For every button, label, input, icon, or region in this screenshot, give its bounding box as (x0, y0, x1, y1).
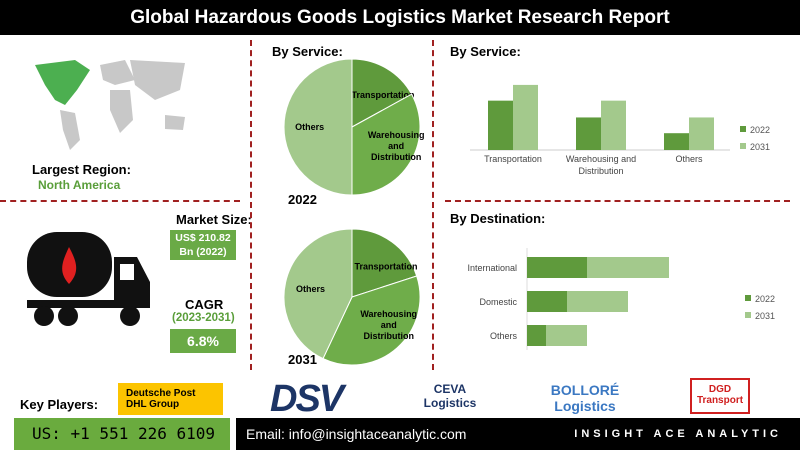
pie-slice-1 (351, 93, 421, 196)
pie-label: Transportation (352, 90, 415, 100)
key-players-label: Key Players: (20, 397, 99, 412)
bar-2022 (527, 325, 546, 346)
category-label: Domestic (479, 297, 517, 307)
service-bar-chart: Transportation Warehousing and Distributio… (470, 84, 770, 176)
legend-label: 2031 (755, 311, 775, 321)
world-map (35, 60, 185, 150)
bar-2031 (513, 84, 538, 150)
legend-label: 2022 (750, 125, 770, 135)
pie-slice-2 (283, 228, 353, 360)
bar-2022 (527, 257, 587, 278)
pie-label: Warehousing (368, 130, 425, 140)
bar-2022 (488, 100, 513, 150)
pie-slice-0 (351, 228, 418, 298)
bollore-logo: BOLLORÉ Logistics (550, 382, 620, 414)
pie-heading: By Service: (272, 44, 343, 59)
pie-slice-0 (351, 58, 413, 128)
north-america-region (35, 60, 90, 105)
dgd-logo: DGD Transport (690, 378, 750, 414)
destination-bar-chart: International Domestic Others 2022 2031 (467, 248, 775, 350)
pie-label: Distribution (371, 152, 422, 162)
cagr-period: (2023-2031) (172, 312, 235, 324)
bar-2022 (527, 291, 567, 312)
bar-2031 (546, 325, 587, 346)
category-label: Distribution (578, 166, 623, 176)
dsv-logo: DSV (270, 378, 344, 420)
pie-label: Others (296, 284, 325, 294)
largest-region-value: North America (38, 178, 121, 192)
ceva-logo: CEVA Logistics (423, 382, 477, 410)
legend-swatch (740, 126, 746, 132)
pie-slice-2 (283, 58, 353, 196)
tanker-truck-icon (27, 232, 150, 326)
pie-label: and (381, 320, 397, 330)
category-label: Transportation (484, 154, 542, 164)
cagr-label: CAGR (185, 297, 224, 312)
bar-2031 (689, 117, 714, 150)
service-bar-title: By Service: (450, 44, 521, 59)
dhl-logo: Deutsche Post DHL Group (118, 383, 223, 415)
brand-name: INSIGHT ACE ANALYTIC (574, 428, 782, 440)
pie-2031: Transportation WarehousingandDistribution… (283, 228, 421, 366)
phone-number: US: +1 551 226 6109 (14, 418, 230, 450)
category-label: Others (675, 154, 703, 164)
bar-2022 (664, 133, 689, 150)
pie-label: Distribution (363, 331, 414, 341)
pie-2022-year: 2022 (288, 192, 317, 207)
bar-2031 (567, 291, 628, 312)
pie-label: Others (295, 122, 324, 132)
email-link[interactable]: Email: info@insightaceanalytic.com (246, 426, 467, 442)
cagr-value: 6.8% (170, 329, 236, 353)
bar-2022 (576, 117, 601, 150)
pie-slice-1 (322, 275, 421, 366)
market-size-value: US$ 210.82 Bn (2022) (170, 230, 236, 260)
bar-2031 (587, 257, 669, 278)
legend-label: 2031 (750, 142, 770, 152)
pie-2031-year: 2031 (288, 352, 317, 367)
category-label: Warehousing and (566, 154, 636, 164)
legend-swatch (745, 295, 751, 301)
report-title: Global Hazardous Goods Logistics Market … (0, 0, 800, 35)
legend-swatch (745, 312, 751, 318)
destination-bar-title: By Destination: (450, 211, 546, 226)
category-label: International (467, 263, 517, 273)
bar-2031 (601, 100, 626, 150)
footer-bar: Email: info@insightaceanalytic.com INSIG… (236, 418, 800, 450)
pie-label: and (388, 141, 404, 151)
market-size-label: Market Size: (176, 212, 252, 227)
pie-2022: Transportation WarehousingandDistribution… (283, 58, 425, 196)
category-label: Others (490, 331, 518, 341)
largest-region-label: Largest Region: (32, 162, 131, 177)
pie-label: Transportation (354, 262, 417, 272)
pie-label: Warehousing (360, 309, 417, 319)
legend-swatch (740, 143, 746, 149)
legend-label: 2022 (755, 294, 775, 304)
